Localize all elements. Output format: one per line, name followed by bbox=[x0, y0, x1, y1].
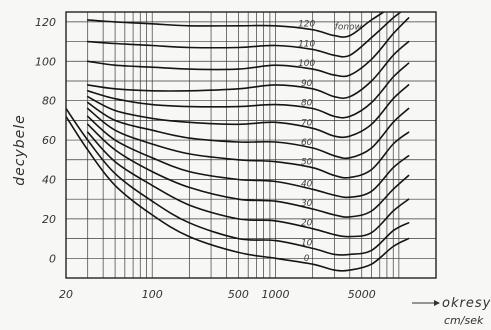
curve-label-70: 70 bbox=[301, 118, 313, 128]
curve-0 bbox=[66, 115, 410, 272]
y-tick-label: 100 bbox=[35, 55, 56, 68]
curve-label-50: 50 bbox=[301, 158, 313, 168]
plot-frame bbox=[65, 11, 437, 279]
curves bbox=[66, 12, 410, 272]
curve-label-100: 100 bbox=[298, 59, 315, 69]
x-ticks: 20 100 500 1000 5000 bbox=[59, 288, 376, 301]
curve-label-120: 120 bbox=[298, 20, 315, 30]
grid bbox=[66, 12, 436, 278]
curve-label-60: 60 bbox=[301, 138, 313, 148]
curve-110 bbox=[86, 12, 403, 58]
x-tick-label: 500 bbox=[228, 288, 249, 301]
x-axis-unit: cm/sek bbox=[444, 314, 484, 327]
curve-10 bbox=[66, 107, 410, 256]
curve-60 bbox=[86, 101, 410, 160]
curve-label-0: 0 bbox=[304, 254, 310, 264]
curve-30 bbox=[86, 123, 410, 218]
curve-70 bbox=[86, 84, 410, 139]
y-tick-label: 40 bbox=[42, 173, 56, 186]
curve-label-90: 90 bbox=[301, 79, 313, 89]
x-tick-label: 5000 bbox=[348, 288, 376, 301]
y-tick-label: 120 bbox=[35, 16, 56, 29]
x-tick-label: 20 bbox=[59, 288, 73, 301]
y-tick-label: 0 bbox=[49, 252, 56, 265]
curve-20 bbox=[86, 131, 410, 238]
curve-label-110: 110 bbox=[298, 39, 315, 49]
x-tick-label: 1000 bbox=[262, 288, 290, 301]
curve-label-30: 30 bbox=[301, 199, 313, 209]
x-tick-label: 100 bbox=[142, 288, 163, 301]
curve-120 bbox=[86, 12, 386, 38]
curve-label-20: 20 bbox=[301, 219, 313, 229]
curve-90 bbox=[86, 40, 410, 100]
curve-label-10: 10 bbox=[301, 238, 313, 248]
y-ticks: 0 20 40 60 80 100 120 bbox=[35, 16, 56, 265]
curve-label-40: 40 bbox=[301, 179, 313, 189]
y-tick-label: 60 bbox=[42, 134, 56, 147]
arrow bbox=[412, 300, 440, 306]
curve-100 bbox=[86, 17, 410, 78]
curve-label-80: 80 bbox=[301, 99, 313, 109]
curve-label-suffix: fonow bbox=[335, 23, 363, 33]
y-tick-label: 20 bbox=[42, 213, 56, 226]
curve-50 bbox=[86, 107, 410, 179]
y-tick-label: 80 bbox=[42, 95, 56, 108]
curve-40 bbox=[86, 115, 410, 199]
y-axis-label: decybele bbox=[12, 114, 28, 186]
curve-80 bbox=[86, 62, 410, 119]
x-axis-label: okresy bbox=[442, 296, 491, 311]
curve-labels: 0 10 20 30 40 50 60 70 80 90 100 110 120 fonow bbox=[298, 20, 362, 264]
